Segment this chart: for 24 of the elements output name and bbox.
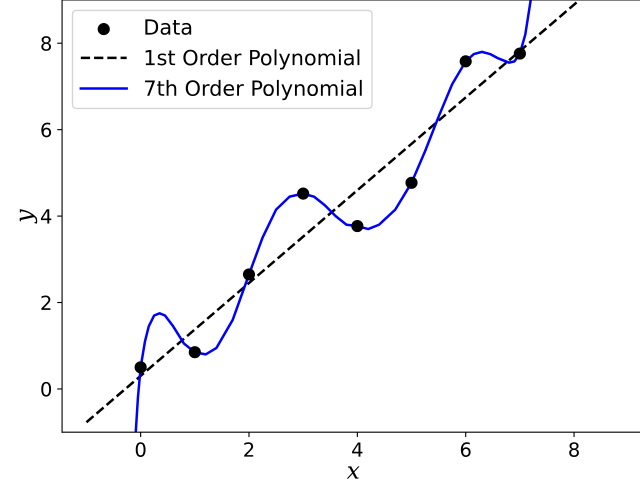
x-tick-label: 2 (244, 442, 254, 457)
y-tick-label: 8 (41, 36, 52, 51)
legend-label: Data (145, 19, 192, 35)
y-tick-label: 6 (41, 122, 52, 138)
point (460, 55, 472, 68)
x-axis-title: x (346, 466, 360, 479)
point (134, 361, 147, 374)
point (405, 176, 418, 189)
point (351, 220, 364, 232)
legend-label: 1st Order Polynomial (146, 49, 360, 70)
x-tick-label: 6 (460, 442, 471, 457)
point (514, 48, 526, 60)
y-axis-title: y (20, 209, 38, 224)
y-tick-label: 4 (40, 209, 52, 224)
point (297, 188, 310, 200)
x-tick-label: 8 (569, 442, 579, 457)
point (242, 268, 256, 281)
legend-label: 7th Order Polynomial (145, 80, 362, 100)
y-tick-label: 0 (41, 382, 52, 397)
line-series (134, 0, 532, 432)
x-tick-label: 0 (136, 442, 146, 457)
y-tick-label: 2 (41, 295, 50, 310)
x-tick-label: 4 (352, 442, 362, 457)
point (188, 346, 201, 358)
